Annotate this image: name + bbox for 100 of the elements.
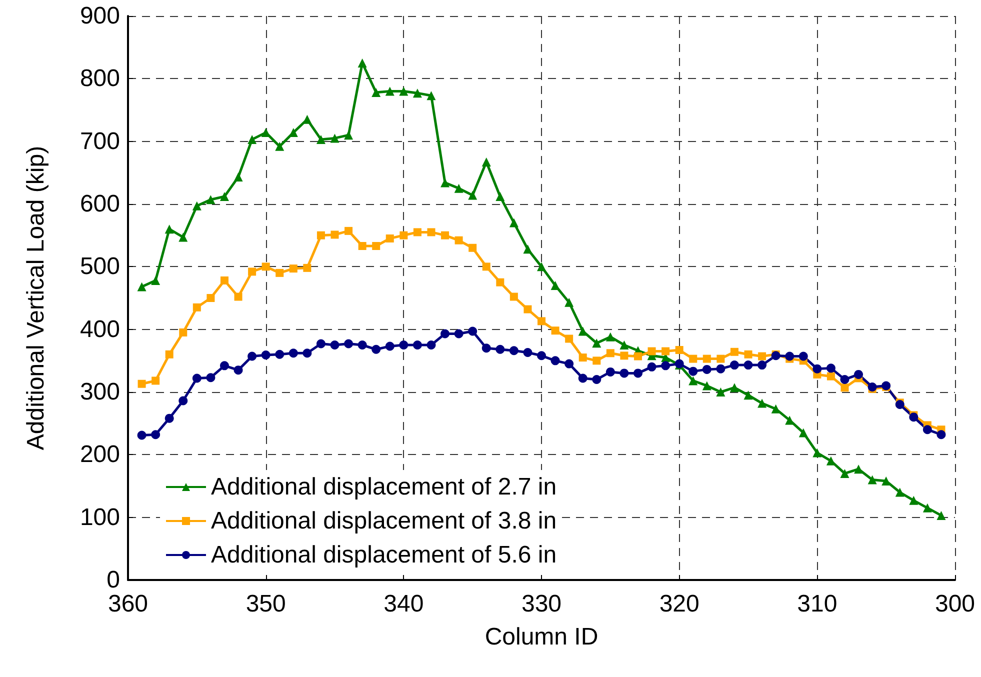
point <box>578 326 588 336</box>
point <box>275 142 284 151</box>
point <box>550 356 560 366</box>
point <box>812 364 822 374</box>
x-axis-title: Column ID <box>484 624 598 650</box>
y-tick-label: 800 <box>80 65 120 92</box>
point <box>164 414 174 423</box>
point <box>606 349 614 358</box>
x-tick-label: 320 <box>659 590 700 618</box>
point <box>578 354 587 362</box>
point <box>261 350 270 360</box>
point <box>798 352 808 361</box>
point <box>441 231 450 240</box>
point <box>412 88 422 98</box>
y-tick-label: 300 <box>80 378 120 406</box>
point <box>440 329 450 338</box>
point <box>412 340 422 350</box>
x-tick-label: 340 <box>384 590 424 618</box>
point <box>496 192 505 201</box>
point <box>922 503 932 512</box>
point <box>661 361 670 370</box>
point <box>178 232 188 242</box>
point <box>316 339 326 348</box>
point <box>840 468 850 478</box>
point <box>730 348 738 356</box>
point <box>509 346 518 356</box>
point <box>606 332 615 342</box>
point <box>648 347 656 356</box>
point <box>826 364 836 373</box>
point <box>303 264 312 272</box>
point <box>206 294 215 302</box>
point <box>909 412 918 422</box>
point <box>178 396 188 406</box>
point <box>440 178 450 188</box>
point <box>275 350 284 359</box>
point <box>523 348 532 358</box>
point <box>592 338 602 348</box>
point <box>716 388 726 396</box>
point <box>565 334 574 343</box>
point <box>165 350 174 358</box>
point <box>606 367 615 376</box>
point <box>689 354 698 363</box>
point <box>537 351 546 360</box>
point <box>454 184 464 193</box>
point <box>798 428 808 438</box>
point <box>840 384 849 392</box>
y-tick-label: 700 <box>80 128 120 155</box>
point <box>702 381 712 390</box>
y-tick-label: 600 <box>80 190 120 218</box>
x-tick-label: 330 <box>521 590 562 618</box>
point <box>662 347 670 356</box>
point <box>620 340 629 350</box>
point <box>895 488 904 497</box>
point <box>592 356 601 365</box>
point <box>826 372 835 380</box>
point <box>468 326 478 336</box>
point <box>248 134 257 144</box>
point <box>427 228 436 236</box>
point <box>758 352 766 360</box>
point <box>496 344 505 354</box>
point <box>510 292 518 301</box>
point <box>744 350 752 358</box>
point <box>730 383 739 392</box>
point <box>633 368 642 378</box>
point <box>413 228 422 236</box>
point <box>675 346 684 354</box>
legend-label: Additional displacement of 5.6 in <box>211 542 557 568</box>
point <box>316 231 325 240</box>
point <box>206 373 216 382</box>
point <box>716 364 726 374</box>
point <box>454 236 463 244</box>
point <box>688 376 698 386</box>
point <box>524 305 532 314</box>
point <box>302 348 312 358</box>
point <box>936 430 946 440</box>
point <box>468 190 478 200</box>
point <box>564 298 574 307</box>
point <box>909 496 918 505</box>
point <box>647 362 656 372</box>
point <box>137 282 146 292</box>
point <box>330 340 340 350</box>
x-tick-label: 300 <box>934 590 976 618</box>
point <box>316 134 326 144</box>
point <box>220 192 229 201</box>
point <box>454 329 464 338</box>
point <box>344 130 354 140</box>
legend-label: Additional displacement of 2.7 in <box>211 474 557 500</box>
point <box>248 352 257 361</box>
point <box>620 352 628 360</box>
point <box>537 262 546 272</box>
point <box>854 370 864 379</box>
point <box>330 230 339 239</box>
point <box>426 91 436 100</box>
point <box>288 348 298 358</box>
point <box>551 326 560 335</box>
point <box>151 430 160 440</box>
point <box>895 400 904 410</box>
y-tick-label: 200 <box>80 441 120 468</box>
x-tick-label: 360 <box>108 590 148 618</box>
point <box>248 268 256 276</box>
